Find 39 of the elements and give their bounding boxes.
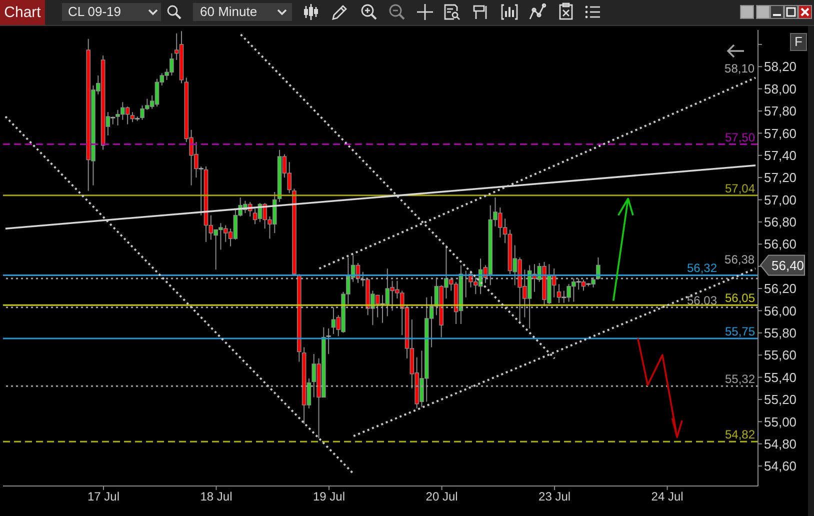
y-tick-label: 56,00 (764, 303, 797, 318)
tab: Chart (0, 0, 45, 25)
y-tick-label: 56,60 (764, 236, 797, 252)
y-tick-label: 55,80 (764, 326, 797, 341)
y-tick-label: 57,20 (764, 170, 797, 186)
y-tick-label: 54,60 (764, 458, 797, 474)
ref-line-label: 54,82 (724, 428, 756, 442)
y-tick-label: 55,40 (764, 370, 797, 385)
y-tick-label: 57,40 (764, 148, 797, 163)
x-tick-label: 19 Jul (313, 490, 346, 504)
y-tick-label: 58,20 (764, 59, 797, 74)
data-label: 56,38 (724, 252, 755, 267)
x-tick-label: 20 Jul (426, 490, 458, 504)
x-tick-label: 24 Jul (651, 490, 684, 504)
ref-line-label: 56,05 (724, 291, 756, 306)
y-tick-label: 57,80 (764, 104, 797, 119)
y-tick-label: 54,80 (764, 436, 797, 452)
ref-line-label: 57,04 (724, 181, 756, 196)
y-tick-label: 56,80 (764, 214, 797, 230)
data-label: 58,10 (724, 62, 755, 76)
ref-line-label: 56,03 (686, 293, 718, 308)
x-tick-label: 18 Jul (200, 490, 232, 504)
ref-line-label: 55,32 (724, 372, 756, 386)
y-tick-label: 55,00 (764, 414, 797, 430)
y-tick-label: 58,00 (764, 81, 797, 96)
x-tick-label: 17 Jul (87, 490, 120, 504)
dropdown: CL 09-19 (62, 3, 161, 21)
y-tick-label: 55,60 (764, 348, 797, 363)
y-tick-label: 55,20 (764, 392, 797, 408)
button: F (790, 33, 807, 51)
ref-line-label: 55,75 (724, 324, 756, 338)
x-tick-label: 23 Jul (538, 490, 571, 504)
text: 56,40 (772, 258, 804, 274)
y-tick-label: 57,60 (764, 126, 797, 141)
dropdown: 60 Minute (193, 3, 292, 21)
ref-line-label: 57,50 (724, 130, 756, 144)
ref-line-label: 56,32 (686, 261, 718, 276)
y-tick-label: 56,20 (764, 281, 797, 296)
y-tick-label: 57,00 (764, 192, 797, 208)
